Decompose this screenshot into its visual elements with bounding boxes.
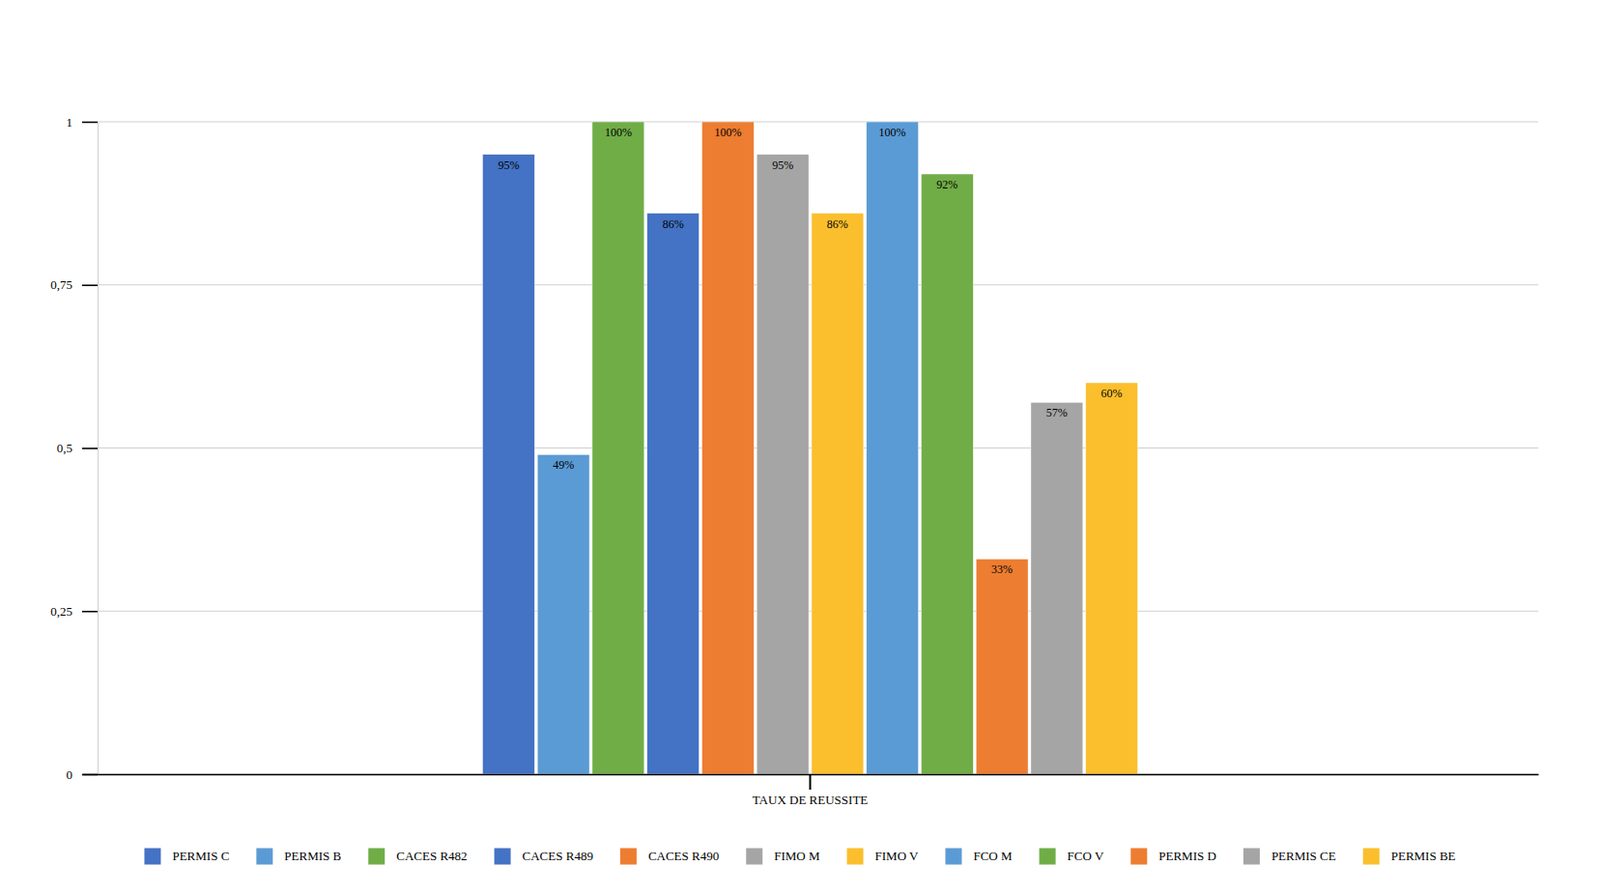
legend-item: FIMO V bbox=[847, 848, 920, 865]
data-labels: 95% 49% 100% 86% 100% 95% 86% 100% 92% 33% 57% 60% bbox=[497, 125, 1122, 576]
legend-item: PERMIS B bbox=[256, 848, 342, 865]
legend-label: PERMIS D bbox=[1158, 848, 1217, 863]
chart: 0 0,25 0,5 0,75 1 95% 49% 100% 86% 100% 95% 86% 100%… bbox=[0, 0, 1600, 895]
y-axis-line bbox=[82, 122, 99, 775]
legend-item: FCO M bbox=[944, 848, 1013, 865]
legend-swatch bbox=[1243, 848, 1260, 865]
legend-label: FIMO V bbox=[875, 848, 920, 863]
legend-label: PERMIS B bbox=[284, 848, 342, 863]
legend-swatch bbox=[847, 848, 864, 865]
legend-item: CACES R490 bbox=[620, 848, 719, 865]
bars bbox=[482, 121, 1138, 774]
y-tick-label: 0,75 bbox=[50, 277, 73, 292]
legend-item: PERMIS D bbox=[1130, 848, 1217, 865]
x-tick-label: TAUX DE REUSSITE bbox=[752, 792, 869, 807]
y-tick-label: 0,25 bbox=[50, 603, 73, 619]
grid-line bbox=[82, 121, 1539, 123]
y-tick: 0,25 bbox=[50, 603, 98, 619]
legend-item: FIMO M bbox=[745, 848, 821, 865]
bar bbox=[1085, 382, 1139, 774]
legend-swatch bbox=[143, 848, 161, 865]
bar bbox=[482, 154, 535, 774]
y-tick-mark bbox=[82, 610, 98, 613]
data-label: 92% bbox=[936, 177, 958, 192]
legend: PERMIS C PERMIS B CACES R482 CACES R489 CACE… bbox=[143, 848, 1456, 865]
legend-swatch bbox=[620, 848, 637, 865]
data-label: 60% bbox=[1101, 386, 1123, 400]
legend-swatch bbox=[745, 848, 763, 865]
data-label: 49% bbox=[552, 457, 574, 472]
bar bbox=[1030, 401, 1084, 774]
data-label: 95% bbox=[497, 158, 519, 172]
bar bbox=[647, 213, 700, 775]
legend-label: FCO V bbox=[1067, 848, 1105, 863]
x-axis: TAUX DE REUSSITE bbox=[83, 773, 1540, 807]
bar bbox=[701, 121, 754, 774]
data-label: 86% bbox=[662, 217, 685, 231]
y-tick: 1 bbox=[66, 114, 99, 130]
legend-label: CACES R489 bbox=[522, 848, 594, 863]
bar bbox=[537, 454, 590, 774]
legend-item: CACES R482 bbox=[368, 848, 467, 865]
data-label: 95% bbox=[771, 158, 794, 172]
y-tick-mark bbox=[82, 121, 98, 124]
x-tick-mark bbox=[809, 773, 812, 790]
legend-swatch bbox=[1039, 848, 1057, 865]
legend-label: FCO M bbox=[972, 848, 1013, 863]
legend-item: PERMIS C bbox=[143, 848, 229, 865]
legend-swatch bbox=[944, 848, 962, 865]
y-tick: 0,75 bbox=[50, 277, 98, 292]
bar bbox=[920, 173, 973, 774]
legend-item: PERMIS CE bbox=[1243, 848, 1337, 865]
bar bbox=[975, 558, 1029, 774]
x-tick: TAUX DE REUSSITE bbox=[752, 773, 869, 807]
bar bbox=[866, 121, 919, 774]
legend-item: FCO V bbox=[1039, 848, 1105, 865]
data-label: 100% bbox=[714, 125, 742, 140]
y-tick-label: 0,5 bbox=[57, 440, 73, 456]
data-label: 57% bbox=[1046, 405, 1068, 420]
legend-label: CACES R490 bbox=[648, 848, 719, 863]
y-tick-mark bbox=[82, 447, 98, 450]
legend-swatch bbox=[256, 848, 273, 865]
grid-line bbox=[82, 610, 1539, 612]
y-tick-mark bbox=[82, 285, 98, 287]
legend-label: PERMIS BE bbox=[1391, 848, 1457, 863]
bar bbox=[592, 121, 645, 774]
bar bbox=[811, 213, 864, 775]
data-label: 100% bbox=[879, 125, 907, 140]
data-label: 100% bbox=[604, 125, 632, 140]
y-tick-label: 1 bbox=[66, 114, 74, 130]
data-label: 86% bbox=[827, 217, 849, 231]
grid-line bbox=[82, 284, 1539, 286]
legend-label: FIMO M bbox=[773, 848, 821, 863]
plot: 0 0,25 0,5 0,75 1 95% 49% 100% 86% 100% 95% 86% 100%… bbox=[50, 114, 1539, 808]
legend-swatch bbox=[1130, 848, 1147, 865]
legend-label: CACES R482 bbox=[396, 848, 467, 863]
grid bbox=[82, 121, 1539, 774]
legend-item: CACES R489 bbox=[494, 848, 594, 865]
legend-label: PERMIS C bbox=[171, 848, 229, 863]
legend-swatch bbox=[1363, 848, 1380, 865]
y-tick: 0,5 bbox=[57, 440, 98, 456]
y-axis: 0 0,25 0,5 0,75 1 bbox=[50, 114, 98, 782]
grid-line bbox=[82, 447, 1539, 449]
legend-label: PERMIS CE bbox=[1271, 848, 1337, 863]
y-tick-label: 0 bbox=[66, 767, 74, 782]
bar bbox=[756, 154, 809, 774]
legend-swatch bbox=[368, 848, 385, 865]
legend-swatch bbox=[494, 848, 512, 865]
data-label: 33% bbox=[991, 562, 1013, 576]
legend-item: PERMIS BE bbox=[1363, 848, 1457, 865]
